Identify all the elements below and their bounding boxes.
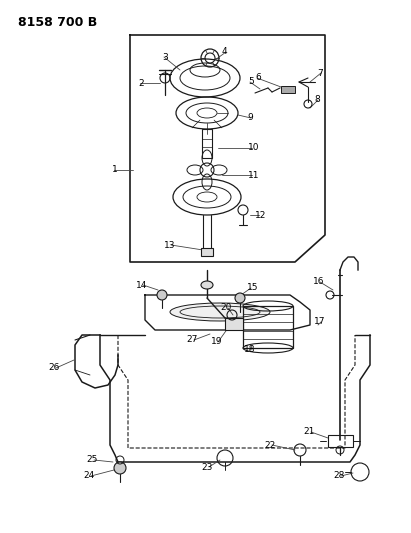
Bar: [225, 318, 243, 330]
Text: 12: 12: [255, 211, 266, 220]
Text: 11: 11: [248, 171, 259, 180]
Bar: [328, 435, 353, 447]
Circle shape: [235, 293, 245, 303]
Text: 15: 15: [247, 284, 259, 293]
Bar: [243, 306, 293, 348]
Circle shape: [114, 462, 126, 474]
Bar: [202, 129, 212, 158]
Text: 27: 27: [187, 335, 198, 344]
Text: 17: 17: [314, 318, 325, 327]
Text: 5: 5: [248, 77, 254, 86]
Text: 20: 20: [221, 303, 232, 312]
Text: 8158 700 B: 8158 700 B: [18, 15, 97, 28]
Circle shape: [157, 290, 167, 300]
Text: 16: 16: [312, 278, 324, 287]
Text: 10: 10: [248, 143, 259, 152]
Text: 2: 2: [139, 78, 144, 87]
Text: 1: 1: [112, 166, 118, 174]
Text: 7: 7: [317, 69, 323, 77]
Text: 8: 8: [314, 95, 320, 104]
Text: 24: 24: [84, 472, 95, 481]
Text: 28: 28: [334, 472, 345, 481]
Text: 9: 9: [247, 114, 253, 123]
Text: 23: 23: [202, 463, 213, 472]
Ellipse shape: [201, 281, 213, 289]
Text: 21: 21: [304, 427, 315, 437]
Text: 26: 26: [48, 364, 60, 373]
Ellipse shape: [170, 303, 270, 321]
Text: 14: 14: [136, 280, 147, 289]
Text: 25: 25: [87, 456, 98, 464]
Bar: [281, 86, 295, 93]
Text: 3: 3: [162, 52, 168, 61]
Text: 18: 18: [243, 345, 255, 354]
Text: 4: 4: [222, 47, 228, 56]
Text: 13: 13: [164, 240, 175, 249]
Text: 22: 22: [265, 440, 276, 449]
Bar: [201, 248, 213, 256]
Text: 6: 6: [255, 74, 261, 83]
Text: 19: 19: [210, 337, 222, 346]
